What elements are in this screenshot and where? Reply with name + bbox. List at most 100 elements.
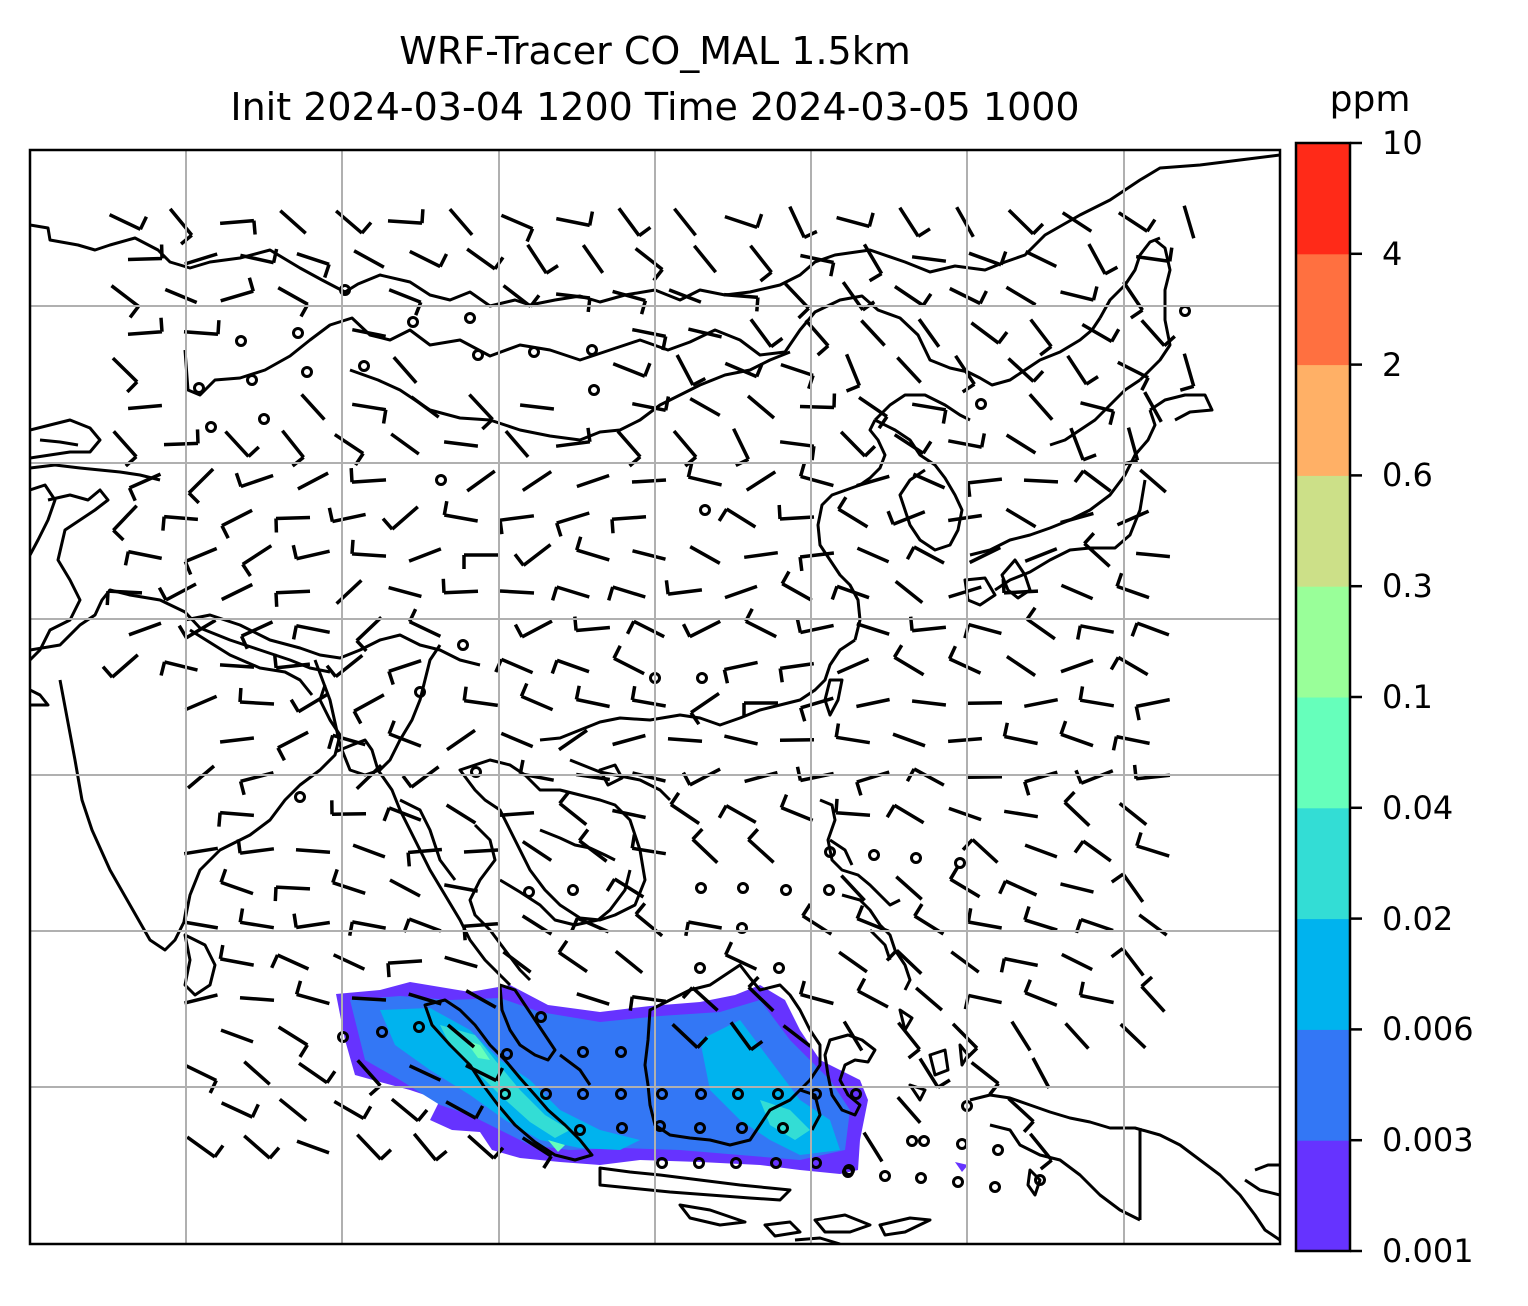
wind-barb [692,244,718,274]
wind-barb [667,736,703,744]
wind-barb [1075,624,1115,640]
wind-barb [607,585,646,601]
wind-barb [689,397,721,417]
wind-barb [1060,511,1094,525]
wind-barb [895,875,923,901]
wind-barb [842,1020,864,1052]
wind-barb [747,975,775,1013]
wind-barb [465,989,497,1009]
calm-wind-marker [470,766,482,778]
wind-barbs [101,205,1196,1171]
calm-wind-marker [574,1124,586,1136]
wind-barb [127,244,164,262]
wind-barb [555,427,592,448]
wind-barb [502,950,532,974]
wind-barb [798,551,835,572]
wind-barb [804,319,830,357]
wind-barb [966,477,1003,498]
wind-barb [1060,882,1094,894]
wind-barb [1130,621,1170,637]
wind-barb [519,403,555,411]
wind-barb [387,209,425,225]
colorbar-tick-label: 0.3 [1382,567,1433,606]
wind-barb [1115,572,1150,600]
calm-wind-marker [472,349,484,361]
wind-barb [798,980,834,1006]
calm-wind-marker [772,1088,784,1100]
wind-barb [127,472,162,502]
wind-barb [1023,478,1059,484]
wind-barb [1025,606,1056,641]
wind-barb [830,584,870,601]
wind-barb [1135,247,1174,264]
wind-barb [612,733,646,747]
calm-wind-marker [258,413,270,425]
wind-barb [351,996,387,1002]
wind-barb [1066,354,1099,386]
wind-barb [241,544,273,577]
wind-barb [234,472,274,489]
wind-barb [281,429,305,468]
wind-barb [500,731,534,749]
wind-barb [970,321,1009,345]
wind-barb [896,1096,922,1124]
calm-wind-marker [910,852,922,864]
wind-barb [631,327,668,351]
calm-wind-marker [616,1122,628,1134]
wind-barb [717,804,757,824]
colorbar-tick-label: 0.001 [1382,1232,1474,1270]
calm-wind-marker [358,360,370,372]
wind-barb [112,504,138,542]
wind-barb [576,992,610,1006]
wind-barb [408,547,442,563]
wind-barb [239,995,275,1003]
wind-barb [1078,981,1114,1005]
wind-barb [1073,469,1112,493]
wind-barb [557,939,588,974]
calm-wind-marker [918,1135,930,1147]
wind-barb [521,470,553,492]
calm-wind-marker [435,474,447,486]
wind-barb [332,953,366,971]
lat-lon-gridlines [30,150,1280,1244]
wind-barb [277,1025,309,1058]
calm-wind-marker [499,1088,511,1100]
wind-barb [576,473,610,489]
wind-barb [412,1132,448,1162]
colorbar-tick-label: 0.1 [1382,678,1433,716]
wind-barb [334,209,373,235]
wind-barb [112,430,138,468]
calm-wind-marker [301,366,313,378]
wind-barb [675,354,707,387]
wind-barb [444,955,478,969]
wind-barb [111,356,139,394]
wind-barb [893,433,933,455]
calm-wind-marker [535,1011,547,1023]
wind-barb [220,1028,254,1044]
wind-barb [184,252,218,266]
wind-barb [183,320,221,336]
wind-barb [778,661,815,683]
calm-wind-marker [540,1088,552,1100]
wind-barb [612,808,646,820]
wind-barb [911,255,947,263]
wind-barb [625,619,665,639]
calm-wind-marker [586,344,598,356]
wind-barb [612,645,645,676]
wind-barb [749,244,773,283]
calm-wind-marker [773,962,785,974]
wind-barb [220,277,255,303]
wind-barb [220,1101,260,1119]
colorbar-tick-label: 0.6 [1382,456,1433,495]
wind-barb [1001,578,1039,595]
calm-wind-marker [695,1088,707,1100]
wind-barb [1029,318,1053,357]
wind-barb [578,828,608,863]
calm-wind-marker [464,312,476,324]
wind-barb [1073,839,1112,863]
wind-barb [1134,697,1171,721]
colorbar-bin-9 [1296,143,1350,255]
calm-wind-marker [235,335,247,347]
calm-wind-marker [501,1048,513,1060]
wind-barb [219,663,255,669]
